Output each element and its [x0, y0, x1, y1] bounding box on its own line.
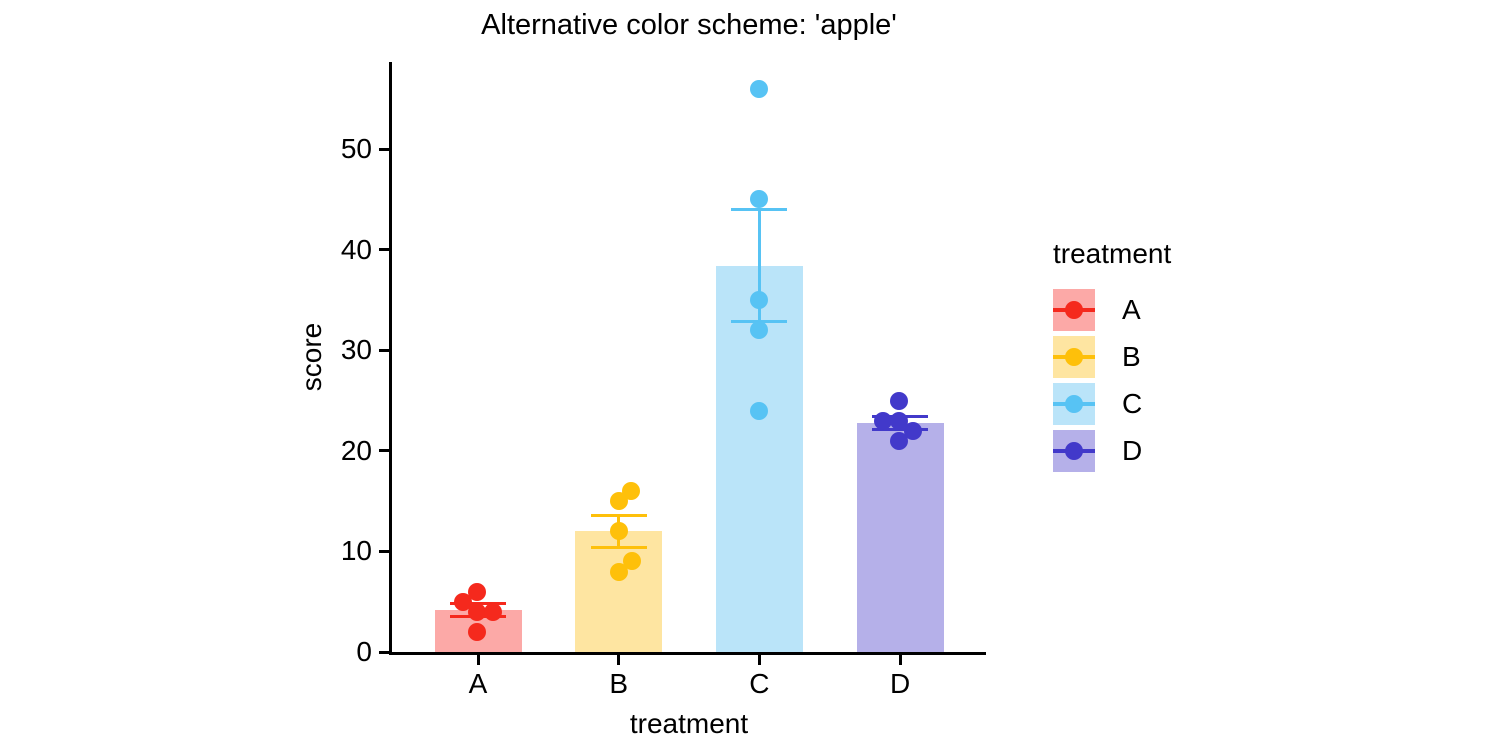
y-tick-label: 0 — [356, 636, 372, 667]
y-tick-mark — [379, 449, 389, 453]
data-point-C — [750, 401, 769, 420]
x-tick-mark — [898, 655, 902, 665]
y-axis-line — [389, 62, 392, 655]
x-tick-label: B — [609, 668, 629, 699]
data-point-A — [468, 582, 486, 601]
legend-key-dot — [1065, 395, 1083, 413]
legend-key-swatch — [1053, 383, 1095, 425]
data-point-B — [609, 492, 628, 511]
data-point-D — [890, 411, 909, 430]
error-bar-cap-B — [590, 513, 647, 517]
legend-title: treatment — [1053, 238, 1172, 269]
legend-key-swatch — [1053, 336, 1095, 378]
data-point-A — [468, 602, 486, 621]
y-tick-mark — [379, 348, 389, 352]
x-tick-label: A — [468, 668, 488, 699]
error-bar-cap-B — [590, 545, 647, 549]
error-bar-cap-C — [731, 208, 788, 212]
plot-area: 0 10 20 30 40 50 A B C D — [341, 62, 986, 699]
legend-entry-B: B — [1053, 336, 1171, 378]
x-axis-title: treatment — [629, 708, 749, 739]
x-tick-label: D — [889, 668, 911, 699]
data-point-A — [484, 602, 502, 621]
data-point-D — [904, 421, 923, 440]
error-bar-line-C — [757, 209, 761, 322]
y-tick-mark — [379, 650, 389, 654]
legend-entry-A: A — [1053, 289, 1171, 331]
y-tick-label: 10 — [340, 535, 372, 567]
legend-key-dot — [1065, 348, 1083, 366]
legend-key-swatch — [1053, 289, 1095, 331]
legend-entry-label: C — [1122, 388, 1143, 419]
legend-entry-label: D — [1122, 435, 1143, 466]
x-tick-label: C — [749, 668, 770, 699]
x-tick-mark — [757, 655, 761, 665]
data-point-C — [750, 290, 769, 309]
x-tick-mark — [476, 655, 480, 665]
legend-key-dot — [1065, 442, 1083, 460]
legend-entry-C: C — [1053, 383, 1171, 425]
legend-key-swatch — [1053, 430, 1095, 472]
legend-entry-label: B — [1122, 341, 1141, 372]
data-point-B — [609, 522, 628, 541]
data-point-C — [750, 190, 769, 209]
y-tick-label: 40 — [340, 233, 372, 265]
data-point-B — [622, 552, 641, 571]
data-point-C — [750, 321, 769, 340]
legend-entry-D: D — [1053, 430, 1171, 472]
data-point-A — [454, 592, 472, 611]
y-tick-label: 50 — [340, 133, 372, 165]
chart-title: Alternative color scheme: 'apple' — [481, 9, 897, 41]
legend-entry-label: A — [1122, 294, 1141, 325]
data-point-D — [890, 391, 909, 410]
y-tick-mark — [379, 147, 389, 151]
data-point-B — [609, 562, 628, 581]
y-tick-mark — [379, 549, 389, 553]
data-point-A — [468, 622, 486, 641]
y-tick-label: 20 — [340, 434, 372, 466]
bar-B — [575, 531, 663, 652]
data-point-D — [874, 411, 893, 430]
data-point-C — [750, 79, 769, 98]
x-tick-mark — [617, 655, 621, 665]
legend-key-dot — [1065, 301, 1083, 319]
y-tick-label: 30 — [340, 334, 372, 366]
data-point-D — [890, 431, 909, 450]
bar-D — [856, 422, 944, 652]
y-tick-mark — [379, 248, 389, 252]
y-axis-title: score — [296, 322, 327, 392]
x-axis-line — [389, 652, 986, 655]
